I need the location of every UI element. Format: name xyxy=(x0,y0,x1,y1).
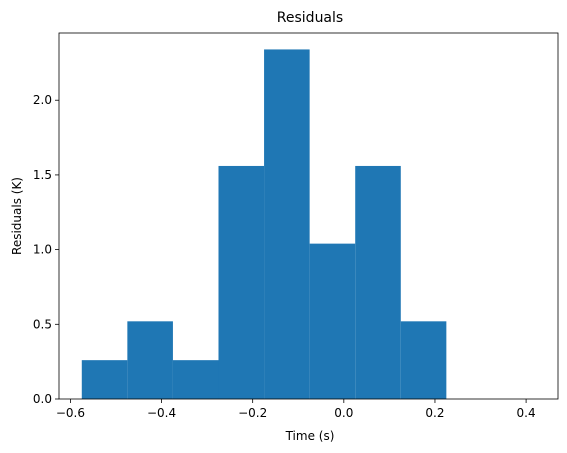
bars-group xyxy=(81,49,447,400)
histogram-bar-4 xyxy=(218,165,265,399)
x-tick-label: 0.2 xyxy=(425,406,444,420)
chart-title: Residuals xyxy=(277,10,343,26)
y-tick-label: 1.5 xyxy=(33,168,52,182)
histogram-bar-2 xyxy=(127,321,173,399)
y-axis: 0.0 0.5 1.0 1.5 2.0 xyxy=(33,93,59,406)
x-axis: −0.6 −0.4 −0.2 0.0 0.2 0.4 xyxy=(56,399,536,420)
plot-frame xyxy=(58,32,559,400)
y-tick-label: 0.0 xyxy=(33,392,52,406)
histogram-bar-5 xyxy=(264,49,310,400)
y-axis-label: Residuals (K) xyxy=(10,177,24,255)
x-tick-label: 0.0 xyxy=(334,406,353,420)
histogram-bar-3 xyxy=(172,360,219,399)
histogram-bar-7 xyxy=(355,165,401,399)
histogram-bar-8 xyxy=(400,321,447,399)
x-tick-label: −0.6 xyxy=(56,406,85,420)
histogram-bar-1 xyxy=(81,360,128,399)
histogram-bar-6 xyxy=(309,243,356,399)
x-tick-label: −0.2 xyxy=(238,406,267,420)
y-tick-label: 2.0 xyxy=(33,93,52,107)
x-axis-label: Time (s) xyxy=(285,429,335,443)
x-tick-label: −0.4 xyxy=(147,406,176,420)
x-tick-label: 0.4 xyxy=(517,406,536,420)
y-tick-label: 0.5 xyxy=(33,317,52,331)
y-tick-label: 1.0 xyxy=(33,243,52,257)
